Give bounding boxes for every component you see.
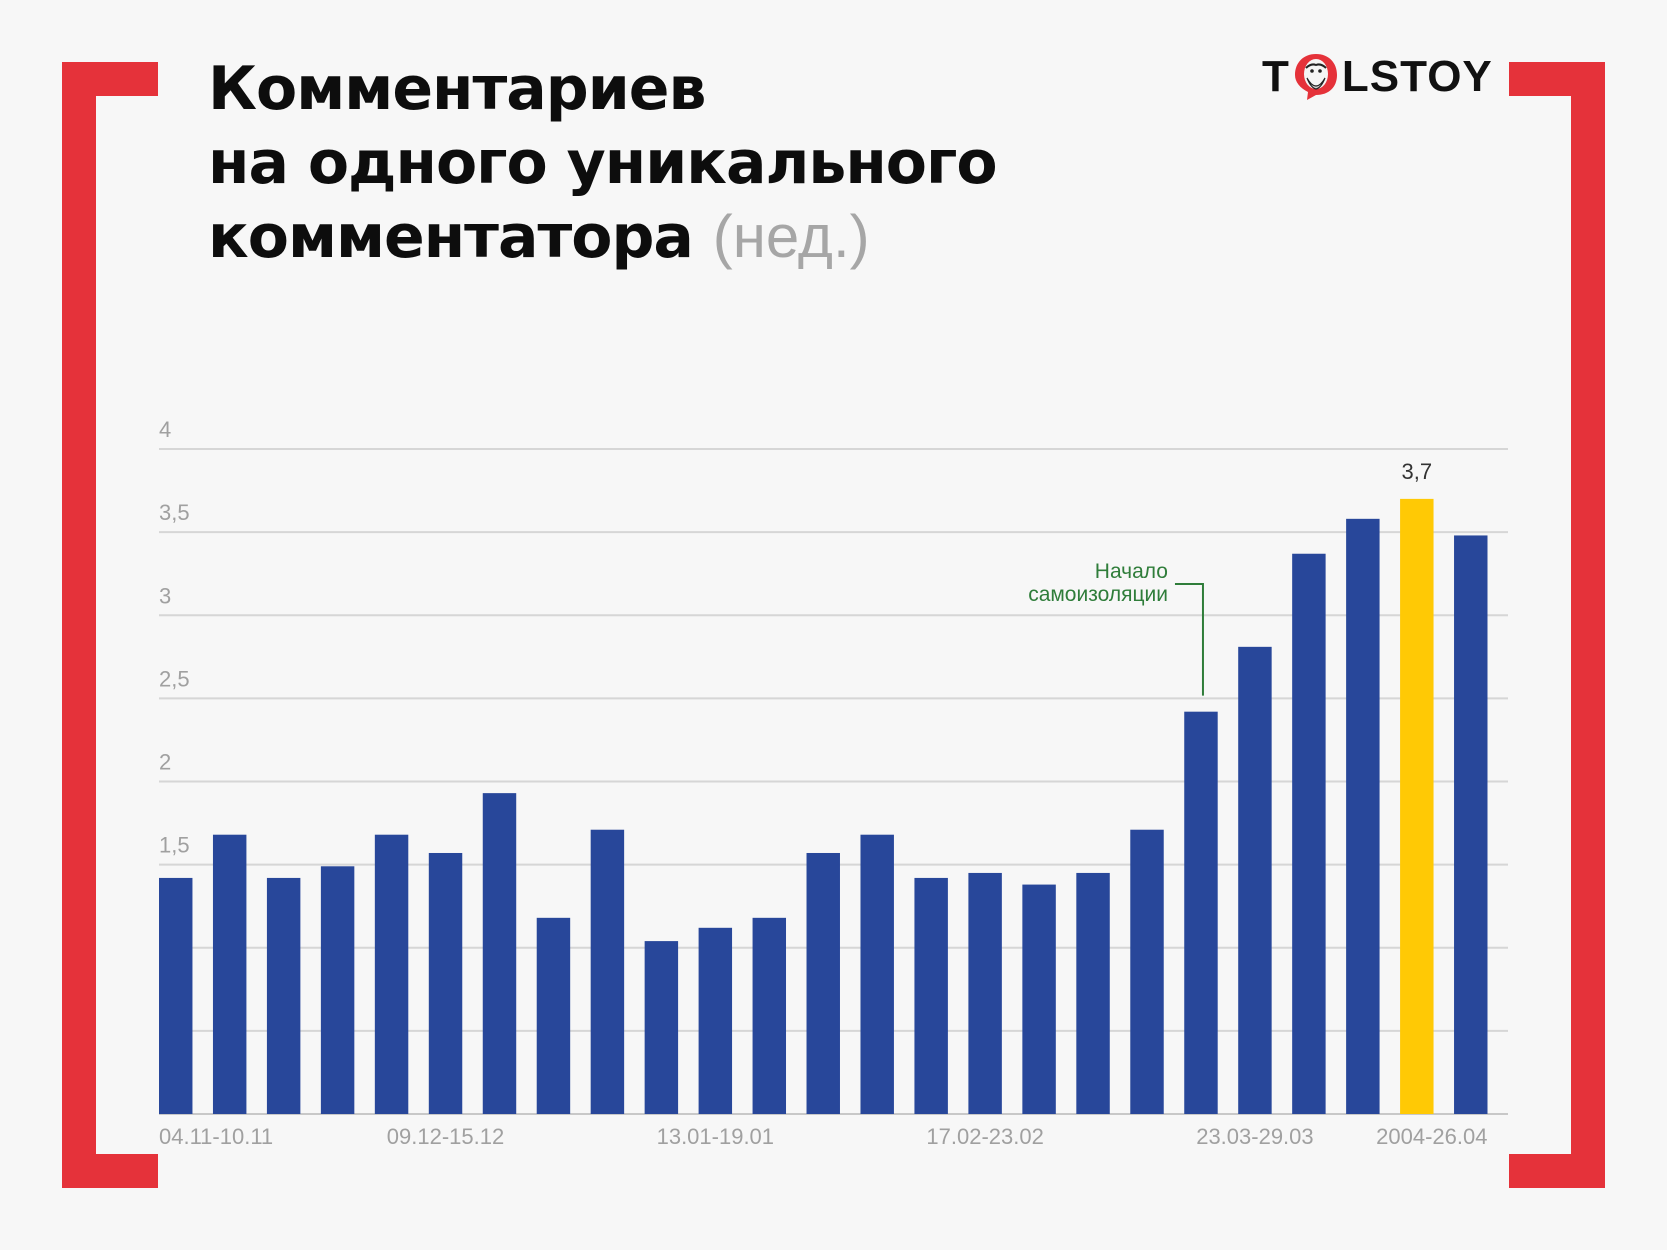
title-unit: (нед.) [712, 203, 870, 270]
tolstoy-portrait-icon [1294, 54, 1337, 100]
annotation-leader-line [1174, 583, 1204, 696]
bar [698, 927, 733, 1114]
bar [806, 852, 840, 1114]
bar [266, 877, 301, 1114]
title-line-2: на одного уникального [208, 128, 998, 198]
x-tick-label: 17.02-23.02 [926, 1124, 1043, 1149]
y-tick-label: 3 [159, 583, 171, 608]
x-tick-label: 2004-26.04 [1376, 1124, 1487, 1149]
bar [212, 834, 247, 1114]
tolstoy-logo: T LSTOY [1262, 52, 1493, 102]
logo-text-right: LSTOY [1341, 52, 1493, 101]
x-tick-label: 23.03-29.03 [1196, 1124, 1313, 1149]
bar [914, 877, 948, 1114]
bar [968, 872, 1002, 1114]
bar-highlight [1400, 498, 1434, 1114]
bar [1076, 872, 1110, 1114]
bar [320, 866, 355, 1114]
bar [482, 793, 517, 1114]
bar [1238, 646, 1272, 1114]
bar [644, 941, 679, 1114]
bar [536, 917, 571, 1114]
frame-right-top-arm [1509, 62, 1605, 96]
y-tick-label: 1,5 [159, 833, 190, 858]
y-tick-label: 2,5 [159, 666, 190, 691]
bar [752, 917, 787, 1114]
title-line-1: Комментариев [208, 54, 706, 124]
bar [374, 834, 409, 1114]
y-tick-label: 3,5 [159, 500, 190, 525]
bar [860, 834, 894, 1114]
frame-left-bottom-arm [62, 1154, 158, 1188]
y-tick-label: 4 [159, 417, 171, 442]
bar [428, 852, 463, 1114]
annotation-text-line: самоизоляции [1028, 583, 1168, 606]
bar [1454, 535, 1488, 1114]
frame-left-top-arm [62, 62, 158, 96]
bar [1184, 711, 1218, 1114]
frame-left-vertical [62, 62, 96, 1188]
bar [159, 877, 193, 1114]
frame-right-vertical [1571, 62, 1605, 1188]
x-tick-label: 04.11-10.11 [159, 1124, 273, 1149]
bar [1022, 884, 1056, 1114]
frame-right-bottom-arm [1509, 1154, 1605, 1188]
annotation-text-line: Начало [1095, 560, 1168, 583]
bar [1292, 553, 1326, 1114]
x-tick-label: 09.12-15.12 [387, 1124, 504, 1149]
logo-text-left: T [1262, 52, 1290, 101]
title-line-3: комментатора (нед.) [208, 200, 997, 274]
bar [1346, 518, 1380, 1114]
x-tick-label: 13.01-19.01 [657, 1124, 774, 1149]
highlight-value-label: 3,7 [1402, 459, 1433, 484]
y-tick-label: 2 [159, 750, 171, 775]
chart-title: Комментариев на одного уникального комме… [208, 52, 998, 274]
bar [1130, 829, 1164, 1114]
title-line-3-text: комментатора [208, 202, 694, 272]
bar [590, 829, 625, 1114]
